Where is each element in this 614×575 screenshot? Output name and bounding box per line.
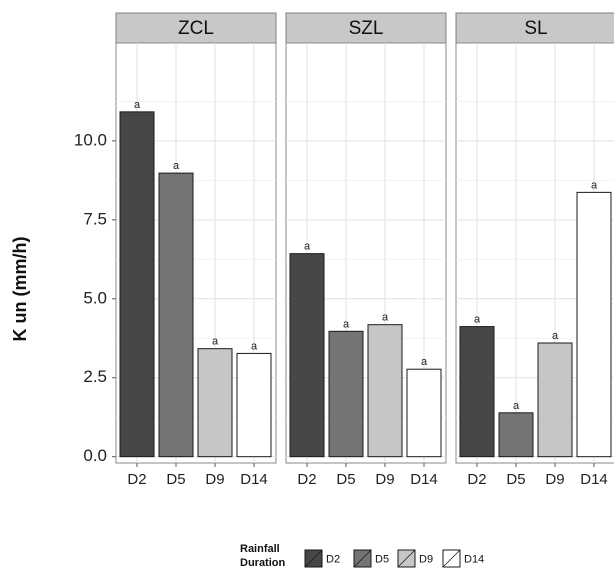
strip-szl	[285, 12, 447, 44]
strip-sl	[455, 12, 614, 44]
bar-szl-d5	[328, 330, 364, 458]
bar-szl-d9	[367, 324, 403, 458]
panel-szl: SZL a a a a D2 D5 D9 D14	[285, 12, 447, 488]
bar-sl-d5	[498, 412, 534, 458]
x-tick-label: D2	[127, 471, 146, 488]
significance-label: a	[251, 340, 258, 352]
legend-title: Rainfall	[240, 543, 280, 555]
y-tick-label: 7.5	[83, 209, 107, 228]
x-tick-label: D5	[506, 471, 525, 488]
significance-label: a	[552, 330, 559, 342]
legend-key-slash	[442, 549, 461, 568]
strip-label: SZL	[349, 18, 384, 39]
x-tick-label: D2	[467, 471, 486, 488]
panel-zcl: ZCL a a a a D2 D5 D9 D14	[115, 12, 277, 488]
y-axis: 0.0 2.5 5.0 7.5 10.0	[74, 130, 116, 465]
bar-szl-d2	[289, 253, 325, 458]
panel-sl: SL a a a a D2 D5 D9 D14	[455, 12, 614, 488]
bar-zcl-d2	[119, 111, 155, 458]
x-tick-label: D14	[410, 471, 438, 488]
bar-sl-d2	[459, 326, 495, 458]
legend-key-slash	[353, 549, 372, 568]
significance-label: a	[421, 356, 428, 368]
legend-key-slash	[397, 549, 416, 568]
strip-label: ZCL	[178, 18, 214, 39]
bar-zcl-d9	[197, 348, 233, 458]
bar-zcl-d14	[236, 352, 272, 458]
legend-key-slash	[304, 549, 323, 568]
bar-sl-d9	[537, 342, 573, 458]
significance-label: a	[343, 318, 350, 330]
legend-label: D9	[419, 553, 433, 565]
significance-label: a	[382, 312, 389, 324]
legend-label: D14	[464, 553, 484, 565]
bar-sl-d14	[576, 191, 612, 458]
x-tick-label: D14	[580, 471, 608, 488]
y-tick-label: 2.5	[83, 367, 107, 386]
legend: Rainfall Duration D2 D5 D9 D14	[240, 543, 484, 569]
significance-label: a	[513, 400, 520, 412]
strip-label: SL	[524, 18, 547, 39]
x-tick-label: D9	[205, 471, 224, 488]
significance-label: a	[173, 160, 180, 172]
significance-label: a	[134, 99, 141, 111]
legend-label: D5	[375, 553, 389, 565]
significance-label: a	[304, 241, 311, 253]
x-tick-label: D5	[336, 471, 355, 488]
legend-label: D2	[326, 553, 340, 565]
bar-szl-d14	[406, 368, 442, 458]
strip-zcl	[115, 12, 277, 44]
x-tick-label: D9	[375, 471, 394, 488]
x-tick-label: D5	[166, 471, 185, 488]
significance-label: a	[212, 336, 219, 348]
x-tick-label: D14	[240, 471, 268, 488]
significance-label: a	[591, 179, 598, 191]
y-tick-label: 0.0	[83, 446, 107, 465]
x-tick-label: D9	[545, 471, 564, 488]
x-tick-label: D2	[297, 471, 316, 488]
bar-zcl-d5	[158, 172, 194, 458]
significance-label: a	[474, 314, 481, 326]
panels-layer: ZCL a a a a D2 D5 D9 D14 SZL a a a a D2 D5 D9 D14 SL a a a a D2…	[115, 12, 614, 488]
y-axis-label: K un (mm/h)	[10, 237, 30, 342]
y-tick-label: 10.0	[74, 130, 107, 149]
y-tick-label: 5.0	[83, 288, 107, 307]
legend-title: Duration	[240, 557, 286, 569]
